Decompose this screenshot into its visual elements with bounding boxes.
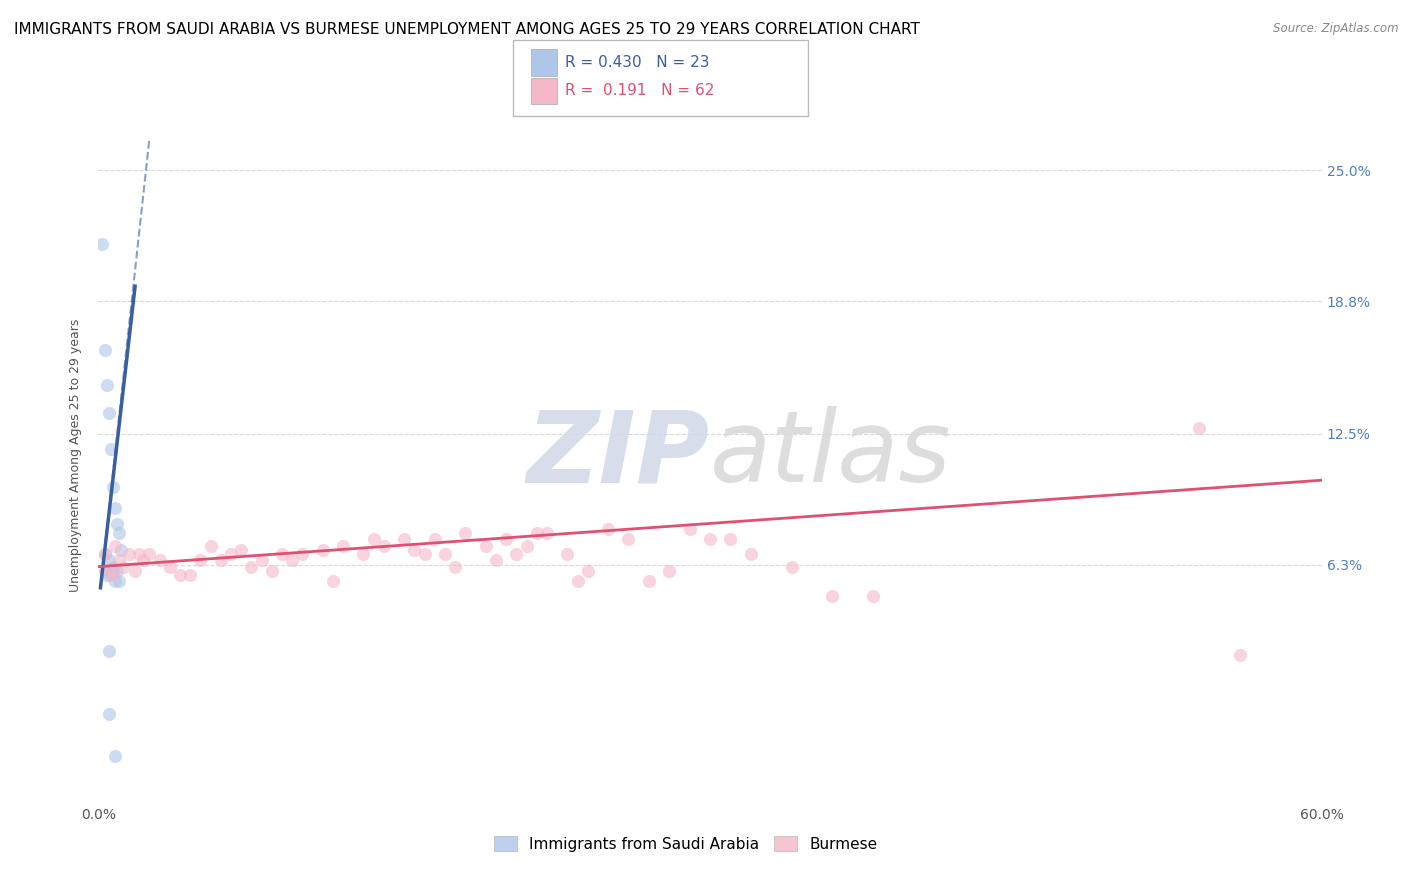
Point <box>699 533 721 547</box>
Point <box>240 559 263 574</box>
Y-axis label: Unemployment Among Ages 25 to 29 years: Unemployment Among Ages 25 to 29 years <box>69 318 83 591</box>
Point <box>93 343 115 357</box>
Text: Source: ZipAtlas.com: Source: ZipAtlas.com <box>1274 22 1399 36</box>
Point <box>322 574 344 589</box>
Point <box>658 564 681 578</box>
Point <box>91 237 114 252</box>
Point <box>281 553 304 567</box>
Text: ZIP: ZIP <box>527 407 710 503</box>
Point <box>332 539 354 553</box>
Point <box>110 542 132 557</box>
Point <box>108 553 131 567</box>
Point <box>720 533 742 547</box>
Point <box>104 574 127 589</box>
Point <box>413 547 436 561</box>
Point <box>862 589 884 603</box>
Point <box>128 547 150 561</box>
Point <box>93 547 115 561</box>
Point <box>576 564 599 578</box>
Text: IMMIGRANTS FROM SAUDI ARABIA VS BURMESE UNEMPLOYMENT AMONG AGES 25 TO 29 YEARS C: IMMIGRANTS FROM SAUDI ARABIA VS BURMESE … <box>14 22 920 37</box>
Point <box>373 539 395 553</box>
Text: R =  0.191   N = 62: R = 0.191 N = 62 <box>565 84 714 98</box>
Point <box>138 547 160 561</box>
Point <box>209 553 232 567</box>
Point <box>118 547 141 561</box>
Point <box>536 525 558 540</box>
Point <box>638 574 661 589</box>
Point <box>260 564 283 578</box>
Point <box>188 553 212 567</box>
Point <box>97 707 120 722</box>
Point <box>169 568 191 582</box>
Point <box>352 547 374 561</box>
Point <box>1188 420 1211 434</box>
Text: R = 0.430   N = 23: R = 0.430 N = 23 <box>565 55 710 70</box>
Text: atlas: atlas <box>710 407 952 503</box>
Point <box>231 542 253 557</box>
Point <box>101 479 124 493</box>
Point <box>617 533 640 547</box>
Point <box>557 547 579 561</box>
Point <box>108 574 131 589</box>
Point <box>291 547 314 561</box>
Point <box>598 522 620 536</box>
Legend: Immigrants from Saudi Arabia, Burmese: Immigrants from Saudi Arabia, Burmese <box>488 830 883 858</box>
Point <box>97 406 120 420</box>
Point <box>108 525 131 540</box>
Point <box>363 533 385 547</box>
Point <box>495 533 517 547</box>
Point <box>179 568 201 582</box>
Point <box>96 568 118 582</box>
Point <box>97 564 120 578</box>
Point <box>124 564 146 578</box>
Point <box>97 553 120 567</box>
Point <box>111 559 134 574</box>
Point <box>474 539 498 553</box>
Point <box>526 525 548 540</box>
Point <box>100 442 122 456</box>
Point <box>100 568 122 582</box>
Point <box>567 574 589 589</box>
Point <box>101 559 124 574</box>
Point <box>679 522 702 536</box>
Point <box>104 749 127 764</box>
Point <box>312 542 335 557</box>
Point <box>821 589 844 603</box>
Point <box>404 542 426 557</box>
Point <box>740 547 762 561</box>
Point <box>219 547 242 561</box>
Point <box>270 547 294 561</box>
Point <box>159 559 181 574</box>
Point <box>454 525 477 540</box>
Point <box>97 644 120 658</box>
Point <box>505 547 527 561</box>
Point <box>132 553 155 567</box>
Point <box>149 553 172 567</box>
Point <box>101 568 124 582</box>
Point <box>96 378 118 392</box>
Point <box>780 559 803 574</box>
Point <box>105 517 128 532</box>
Point <box>423 533 446 547</box>
Point <box>516 539 538 553</box>
Point <box>101 564 124 578</box>
Point <box>104 500 127 515</box>
Point <box>93 547 115 561</box>
Point <box>93 564 115 578</box>
Point <box>105 564 128 578</box>
Point <box>392 533 416 547</box>
Point <box>444 559 467 574</box>
Point <box>1229 648 1251 663</box>
Point <box>250 553 273 567</box>
Point <box>485 553 508 567</box>
Point <box>104 539 127 553</box>
Point <box>434 547 457 561</box>
Point <box>200 539 222 553</box>
